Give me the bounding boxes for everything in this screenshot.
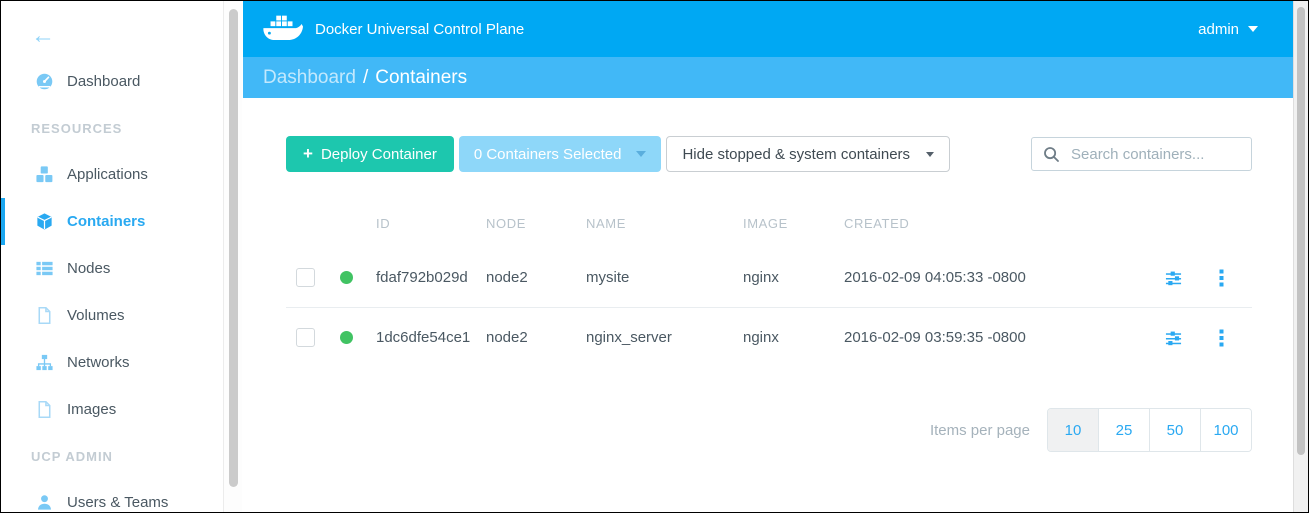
cell-created: 2016-02-09 03:59:35 -0800: [844, 329, 1026, 346]
page-size-option-100[interactable]: 100: [1200, 409, 1251, 451]
deploy-container-label: Deploy Container: [320, 145, 437, 163]
row-checkbox[interactable]: [296, 268, 315, 287]
page-scrollbar[interactable]: [1293, 1, 1308, 512]
sidebar-item-label: Nodes: [67, 260, 111, 277]
plus-icon: +: [303, 144, 313, 163]
row-settings-button[interactable]: [1149, 248, 1197, 307]
users-icon: [34, 493, 54, 513]
sidebar-item-applications[interactable]: Applications: [1, 151, 225, 198]
sidebar-item-users-teams[interactable]: Users & Teams: [1, 479, 225, 513]
container-filter-dropdown[interactable]: Hide stopped & system containers: [666, 136, 951, 172]
sidebar-item-label: Images: [67, 401, 117, 418]
cell-id[interactable]: 1dc6dfe54ce1: [376, 329, 471, 346]
chevron-down-icon: [1248, 26, 1258, 32]
breadcrumb-dashboard-link[interactable]: Dashboard: [263, 66, 356, 88]
page-scrollbar-thumb[interactable]: [1297, 7, 1305, 455]
back-arrow-icon: ←: [31, 21, 55, 49]
pagination: Items per page 10 25 50 100: [286, 408, 1252, 452]
app-title: Docker Universal Control Plane: [315, 20, 525, 38]
sidebar-item-label: Users & Teams: [67, 494, 169, 511]
page-size-option-10[interactable]: 10: [1048, 409, 1098, 451]
page-size-option-50[interactable]: 50: [1149, 409, 1200, 451]
sidebar-item-images[interactable]: Images: [1, 386, 225, 433]
cell-node: node2: [486, 329, 528, 346]
row-settings-button[interactable]: [1149, 308, 1197, 367]
network-icon: [34, 353, 54, 373]
sidebar-item-dashboard[interactable]: Dashboard: [1, 58, 225, 105]
container-row: fdaf792b029d node2 mysite nginx 2016-02-…: [286, 248, 1252, 308]
sidebar-item-networks[interactable]: Networks: [1, 339, 225, 386]
search-box: [1031, 137, 1252, 171]
containers-selected-dropdown[interactable]: 0 Containers Selected: [458, 136, 662, 172]
cell-id[interactable]: fdaf792b029d: [376, 269, 468, 286]
cell-name: nginx_server: [586, 329, 672, 346]
volume-icon: [34, 306, 54, 326]
page-size-option-25[interactable]: 25: [1098, 409, 1149, 451]
chevron-down-icon: [926, 151, 935, 157]
page-size-group: 10 25 50 100: [1047, 408, 1252, 452]
cell-node: node2: [486, 269, 528, 286]
sliders-icon: [1165, 331, 1181, 345]
table-header-row: ID NODE NAME IMAGE CREATED: [286, 198, 1252, 248]
containers-selected-label: 0 Containers Selected: [473, 145, 622, 163]
sidebar-scrollbar-thumb[interactable]: [229, 9, 238, 487]
column-header-created: CREATED: [844, 215, 910, 231]
sidebar-item-nodes[interactable]: Nodes: [1, 245, 225, 292]
user-name: admin: [1198, 20, 1239, 38]
search-input[interactable]: [1069, 144, 1251, 164]
column-header-name: NAME: [586, 215, 626, 231]
sliders-icon: [1165, 271, 1181, 285]
row-checkbox[interactable]: [296, 328, 315, 347]
sidebar: ← Dashboard RESOURCES Applications Conta…: [1, 1, 243, 512]
row-menu-button[interactable]: [1197, 308, 1245, 367]
sidebar-item-volumes[interactable]: Volumes: [1, 292, 225, 339]
column-header-image: IMAGE: [743, 215, 788, 231]
status-dot: [340, 271, 353, 284]
container-row: 1dc6dfe54ce1 node2 nginx_server nginx 20…: [286, 308, 1252, 367]
breadcrumb-separator: /: [362, 66, 369, 88]
items-per-page-label: Items per page: [929, 421, 1030, 439]
container-icon: [34, 212, 54, 232]
sidebar-item-label: Volumes: [67, 307, 125, 324]
column-header-node: NODE: [486, 215, 526, 231]
applications-icon: [34, 165, 54, 185]
sidebar-item-label: Networks: [67, 354, 130, 371]
cell-image: nginx: [743, 269, 779, 286]
page-title: Containers: [375, 66, 468, 88]
cell-name: mysite: [586, 269, 630, 286]
row-menu-button[interactable]: [1197, 248, 1245, 307]
dashboard-icon: [34, 72, 54, 92]
containers-table: ID NODE NAME IMAGE CREATED fdaf792b029d …: [286, 198, 1252, 367]
cell-image: nginx: [743, 329, 779, 346]
sidebar-item-containers[interactable]: Containers: [1, 198, 225, 245]
deploy-container-button[interactable]: + Deploy Container: [286, 136, 454, 172]
search-icon: [1044, 146, 1059, 162]
toolbar: + Deploy Container 0 Containers Selected…: [286, 136, 1252, 172]
top-bar: Docker Universal Control Plane admin: [243, 1, 1294, 57]
sidebar-item-label: Containers: [67, 213, 146, 230]
status-dot: [340, 331, 353, 344]
column-header-id: ID: [376, 215, 391, 231]
sidebar-item-label: Dashboard: [67, 73, 141, 90]
user-menu[interactable]: admin: [1198, 21, 1258, 38]
chevron-down-icon: [636, 151, 647, 157]
sidebar-section-ucp-admin: UCP ADMIN: [31, 448, 113, 464]
docker-whale-icon: [261, 14, 303, 45]
image-icon: [34, 400, 54, 420]
kebab-menu-icon: [1219, 269, 1223, 286]
content: + Deploy Container 0 Containers Selected…: [243, 98, 1294, 452]
sidebar-scrollbar[interactable]: [223, 1, 242, 512]
sidebar-section-resources: RESOURCES: [31, 120, 123, 136]
breadcrumb: Dashboard / Containers: [243, 57, 1294, 98]
nodes-icon: [34, 259, 54, 279]
kebab-menu-icon: [1219, 329, 1223, 346]
container-filter-label: Hide stopped & system containers: [682, 145, 911, 163]
sidebar-collapse-button[interactable]: ←: [1, 13, 243, 58]
sidebar-item-label: Applications: [67, 166, 148, 183]
main-area: Docker Universal Control Plane admin Das…: [243, 1, 1294, 512]
cell-created: 2016-02-09 04:05:33 -0800: [844, 269, 1026, 286]
